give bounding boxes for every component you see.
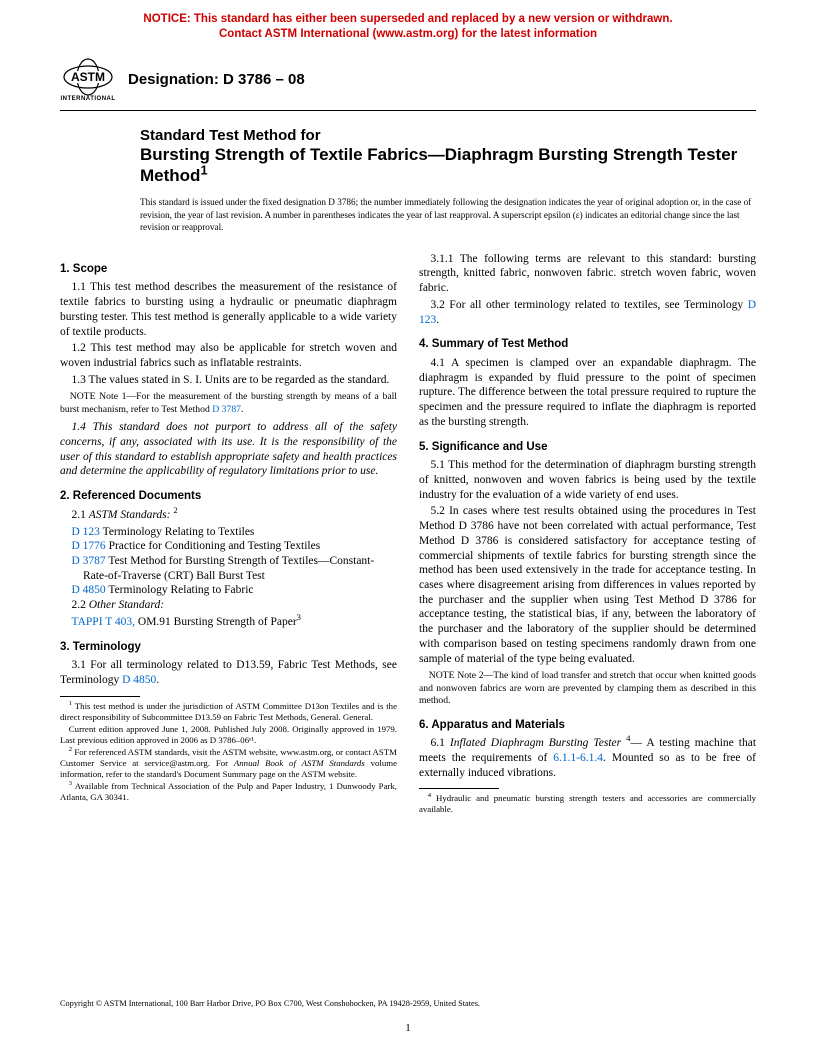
issuance-note: This standard is issued under the fixed …: [0, 186, 816, 233]
ref-d1776: D 1776 Practice for Conditioning and Tes…: [60, 539, 397, 554]
para-5-2: 5.2 In cases where test results obtained…: [419, 504, 756, 666]
link-d3787[interactable]: D 3787: [212, 404, 241, 415]
footnote-rule-left: [60, 696, 140, 697]
right-column: 3.1.1 The following terms are relevant t…: [419, 252, 756, 817]
notice-line-2: Contact ASTM International (www.astm.org…: [219, 28, 597, 40]
note-1: NOTE Note 1—For the measurement of the b…: [60, 391, 397, 416]
notice-banner: NOTICE: This standard has either been su…: [0, 0, 816, 46]
para-3-1: 3.1 For all terminology related to D13.5…: [60, 658, 397, 687]
para-3-2: 3.2 For all other terminology related to…: [419, 298, 756, 327]
ref-d4850: D 4850 Terminology Relating to Fabric: [60, 583, 397, 598]
section-3-head: 3. Terminology: [60, 640, 397, 655]
title-block: Standard Test Method for Bursting Streng…: [0, 111, 816, 187]
ref-d3787: D 3787 Test Method for Bursting Strength…: [60, 554, 397, 583]
para-1-2: 1.2 This test method may also be applica…: [60, 341, 397, 370]
notice-line-1: NOTICE: This standard has either been su…: [143, 13, 672, 25]
footnote-4: 4 Hydraulic and pneumatic bursting stren…: [419, 793, 756, 815]
header: ASTM INTERNATIONAL Designation: D 3786 –…: [0, 46, 816, 108]
title-main: Bursting Strength of Textile Fabrics—Dia…: [140, 144, 756, 187]
footnote-1b: Current edition approved June 1, 2008. P…: [60, 724, 397, 746]
page-number: 1: [0, 1022, 816, 1034]
link-d4850[interactable]: D 4850: [122, 674, 156, 686]
section-5-head: 5. Significance and Use: [419, 440, 756, 455]
para-3-1-1: 3.1.1 The following terms are relevant t…: [419, 252, 756, 296]
para-1-4: 1.4 This standard does not purport to ad…: [60, 420, 397, 479]
title-prefix: Standard Test Method for: [140, 127, 756, 144]
astm-logo-label: INTERNATIONAL: [60, 96, 115, 102]
para-5-1: 5.1 This method for the determination of…: [419, 458, 756, 502]
footnote-1: 1 This test method is under the jurisdic…: [60, 701, 397, 723]
ref-tappi: TAPPI T 403, OM.91 Bursting Strength of …: [60, 615, 397, 630]
astm-logo-icon: ASTM: [63, 58, 113, 96]
para-2-2: 2.2 Other Standard:: [60, 598, 397, 613]
body-columns: 1. Scope 1.1 This test method describes …: [0, 234, 816, 817]
footnote-2: 2 For referenced ASTM standards, visit t…: [60, 747, 397, 780]
left-column: 1. Scope 1.1 This test method describes …: [60, 252, 397, 817]
para-1-3: 1.3 The values stated in S. I. Units are…: [60, 373, 397, 388]
copyright: Copyright © ASTM International, 100 Barr…: [60, 999, 480, 1008]
section-6-head: 6. Apparatus and Materials: [419, 718, 756, 733]
para-1-1: 1.1 This test method describes the measu…: [60, 280, 397, 339]
para-6-1: 6.1 Inflated Diaphragm Bursting Tester 4…: [419, 736, 756, 780]
designation: Designation: D 3786 – 08: [128, 71, 305, 88]
para-2-1: 2.1 ASTM Standards: 2: [60, 508, 397, 523]
para-4-1: 4.1 A specimen is clamped over an expand…: [419, 356, 756, 430]
astm-logo: ASTM INTERNATIONAL: [60, 52, 116, 108]
section-1-head: 1. Scope: [60, 262, 397, 277]
footnote-rule-right: [419, 788, 499, 789]
ref-d123: D 123 Terminology Relating to Textiles: [60, 525, 397, 540]
svg-text:ASTM: ASTM: [71, 70, 105, 84]
note-2: NOTE Note 2—The kind of load transfer an…: [419, 670, 756, 707]
section-4-head: 4. Summary of Test Method: [419, 337, 756, 352]
footnote-3: 3 Available from Technical Association o…: [60, 781, 397, 803]
section-2-head: 2. Referenced Documents: [60, 489, 397, 504]
link-6-1-1[interactable]: 6.1.1-6.1.4: [553, 752, 603, 764]
